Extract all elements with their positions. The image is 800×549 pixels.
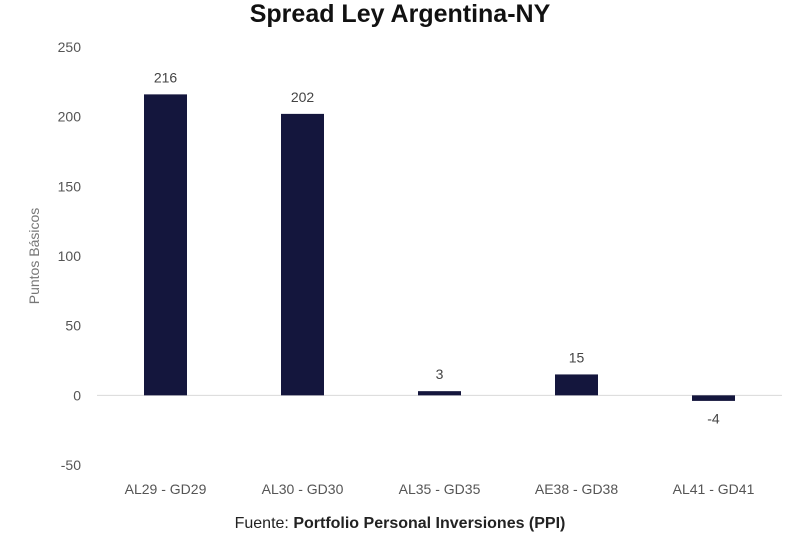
x-axis-ticks: AL29 - GD29 AL30 - GD30 AL35 - GD35 AE38 - … xyxy=(125,481,755,497)
bar xyxy=(418,391,461,396)
bars-group xyxy=(144,94,735,401)
data-label: 3 xyxy=(436,366,444,382)
bar xyxy=(555,374,598,396)
y-tick-label: 100 xyxy=(58,248,82,264)
y-tick-label: -50 xyxy=(61,457,81,473)
data-label: 15 xyxy=(569,349,585,365)
source-prefix: Fuente: xyxy=(235,515,294,532)
data-labels-group: 216 202 3 15 -4 xyxy=(154,69,720,426)
source-note: Fuente: Portfolio Personal Inversiones (… xyxy=(235,515,566,532)
y-tick-label: 200 xyxy=(58,109,82,125)
bar xyxy=(144,94,187,396)
y-tick-label: 0 xyxy=(73,387,81,403)
x-tick-label: AL41 - GD41 xyxy=(673,481,755,497)
x-tick-label: AE38 - GD38 xyxy=(535,481,618,497)
bar xyxy=(692,395,735,401)
x-tick-label: AL29 - GD29 xyxy=(125,481,207,497)
data-label: -4 xyxy=(707,410,720,426)
chart-title: Spread Ley Argentina-NY xyxy=(250,0,551,28)
bar xyxy=(281,113,324,396)
data-label: 202 xyxy=(291,89,315,105)
y-tick-label: 250 xyxy=(58,39,82,55)
x-tick-label: AL30 - GD30 xyxy=(262,481,344,497)
x-tick-label: AL35 - GD35 xyxy=(399,481,481,497)
data-label: 216 xyxy=(154,69,178,85)
y-axis-ticks: -50 0 50 100 150 200 250 xyxy=(58,39,82,473)
source-name: Portfolio Personal Inversiones (PPI) xyxy=(293,515,565,532)
y-axis-label: Puntos Básicos xyxy=(26,208,42,305)
y-tick-label: 150 xyxy=(58,178,82,194)
y-tick-label: 50 xyxy=(65,318,81,334)
